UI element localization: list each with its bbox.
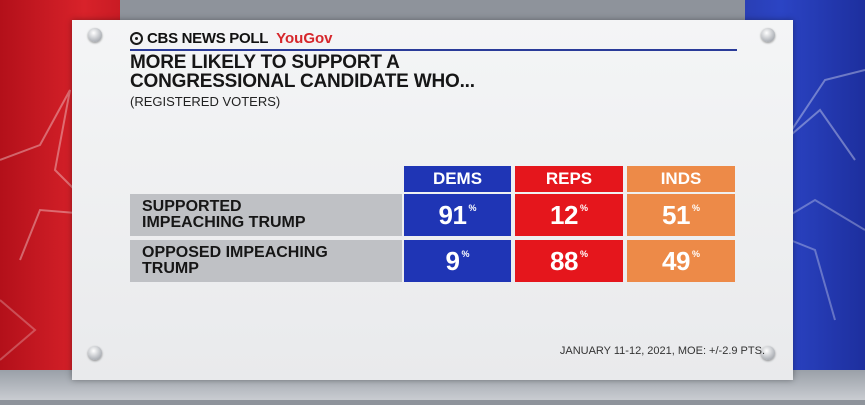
row-label-line: TRUMP (142, 260, 199, 277)
bolt-icon (88, 346, 102, 360)
chart-title-line: MORE LIKELY TO SUPPORT A (130, 52, 400, 73)
brand-logo: CBS NEWS POLL YouGov (130, 30, 333, 47)
cell-opposed-inds: 49% (627, 240, 735, 282)
data-value: 51 (662, 199, 690, 230)
partner-name: YouGov (276, 30, 333, 47)
brand-name: CBS NEWS POLL (147, 30, 269, 47)
row-label-line: SUPPORTED (142, 198, 242, 215)
cell-opposed-reps: 88% (515, 240, 623, 282)
poll-board: CBS NEWS POLL YouGov MORE LIKELY TO SUPP… (72, 20, 793, 380)
cell-supported-inds: 51% (627, 194, 735, 236)
chart-subtitle: (REGISTERED VOTERS) (130, 94, 281, 109)
chart-title-line: CONGRESSIONAL CANDIDATE WHO... (130, 71, 475, 92)
data-value: 91 (438, 199, 467, 230)
row-label-line: IMPEACHING TRUMP (142, 214, 306, 231)
data-value: 9 (445, 245, 460, 276)
column-header-reps: REPS (515, 166, 623, 192)
column-header-dems: DEMS (404, 166, 511, 192)
poll-dates-footer: JANUARY 11-12, 2021, MOE: +/-2.9 PTS. (559, 345, 765, 357)
column-header-inds: INDS (627, 166, 735, 192)
row-label-opposed: OPPOSED IMPEACHING TRUMP (130, 240, 402, 282)
bolt-icon (761, 346, 775, 360)
row-label-line: OPPOSED IMPEACHING (142, 244, 328, 261)
star-outline-icon (0, 89, 103, 361)
percent-sign: % (691, 203, 700, 213)
data-value: 88 (550, 245, 578, 276)
bolt-icon (88, 28, 102, 42)
percent-sign: % (691, 249, 700, 259)
row-label-supported: SUPPORTED IMPEACHING TRUMP (130, 194, 402, 236)
chart-title: MORE LIKELY TO SUPPORT A CONGRESSIONAL C… (130, 53, 475, 91)
percent-sign: % (468, 203, 477, 213)
percent-sign: % (579, 203, 588, 213)
percent-sign: % (461, 249, 470, 259)
cell-supported-dems: 91% (404, 194, 511, 236)
data-value: 12 (550, 199, 578, 230)
cell-opposed-dems: 9% (404, 240, 511, 282)
cbs-eye-icon (130, 32, 143, 45)
percent-sign: % (579, 249, 588, 259)
header-rule (130, 49, 737, 51)
bolt-icon (761, 28, 775, 42)
data-value: 49 (662, 245, 690, 276)
cell-supported-reps: 12% (515, 194, 623, 236)
